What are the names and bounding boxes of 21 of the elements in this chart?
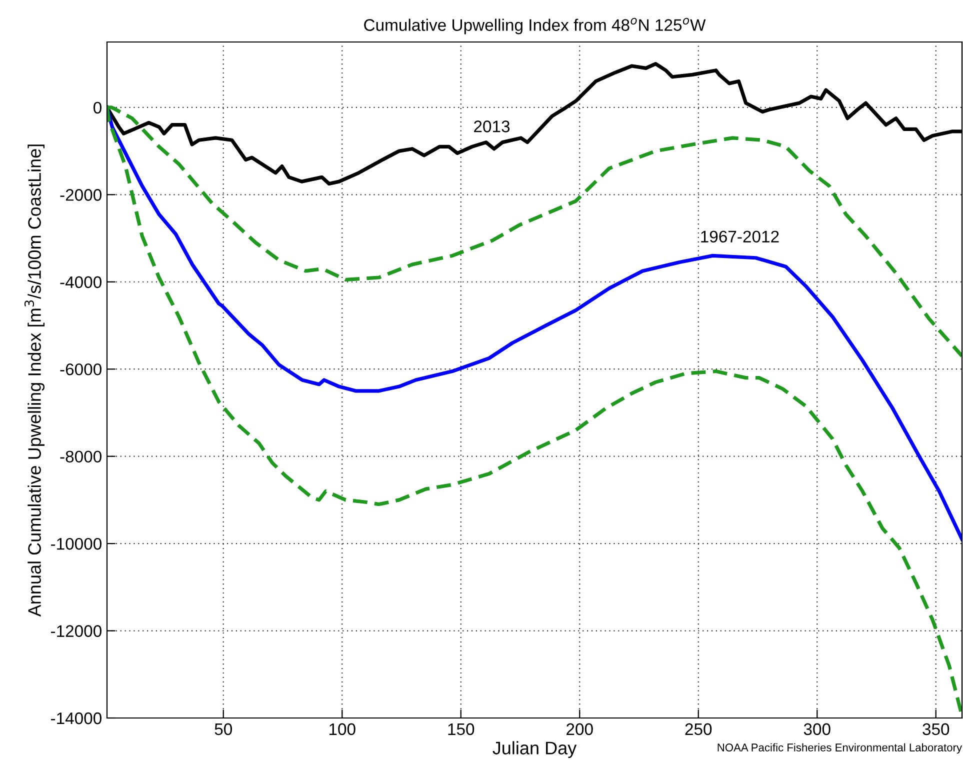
y-tick-label: -10000 — [50, 538, 102, 550]
text: NOAA Pacific Fisheries Environmental Laboratory — [718, 743, 962, 754]
chart-title: Cumulative Upwelling Index from 48$^{o}$N 125$^{o}$W — [364, 18, 706, 34]
x-tick-label: 150 — [448, 723, 474, 736]
x-tick-label: 200 — [566, 723, 593, 736]
y-tick-label: -12000 — [50, 625, 102, 637]
y-tick-label: -2000 — [60, 189, 102, 201]
y-axis-title: Annual Cumulative Upwelling Index [m$^{3}$/s/100m CoastLine] — [24, 144, 45, 617]
y-tick-label: -4000 — [60, 276, 102, 288]
y-tick-label: -6000 — [60, 364, 102, 376]
y-tick-label: 0 — [94, 102, 102, 114]
x-tick-label: 250 — [685, 723, 712, 736]
y-tick-label: -8000 — [60, 450, 102, 463]
series-label: 1967-2012 — [701, 230, 779, 243]
x-tick-label: 100 — [329, 723, 356, 736]
y-tick-label: -14000 — [50, 712, 102, 724]
x-tick-label: 300 — [804, 723, 830, 736]
x-tick-label: 350 — [922, 723, 950, 736]
x-tick-label: 50 — [214, 723, 232, 736]
x-axis-title: Julian Day — [492, 741, 577, 758]
series-label: 2013 — [474, 120, 510, 132]
